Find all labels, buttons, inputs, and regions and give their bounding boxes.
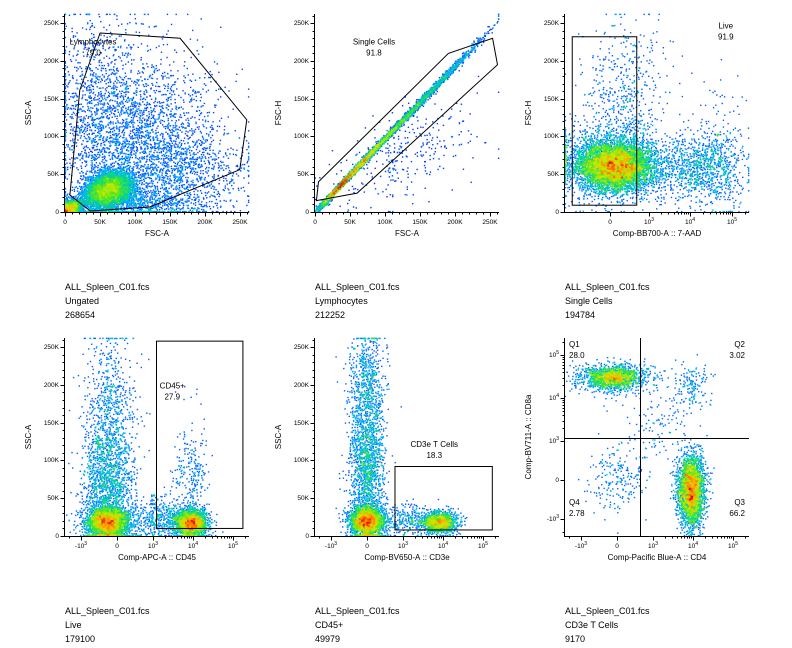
- caption-file: ALL_Spleen_C01.fcs: [565, 282, 650, 292]
- caption-file: ALL_Spleen_C01.fcs: [65, 606, 150, 616]
- density-plot-canvas-lymphocytes[interactable]: [265, 6, 515, 254]
- plot-cell-cd45: ALL_Spleen_C01.fcs CD45+ 49979: [265, 330, 515, 648]
- caption-population: CD45+: [315, 620, 344, 630]
- density-plot-canvas-live[interactable]: [15, 330, 265, 578]
- caption-count: 9170: [565, 634, 586, 644]
- density-plot-canvas-cd3e-t-cells[interactable]: [515, 330, 765, 578]
- caption-count: 268654: [65, 310, 96, 320]
- plot-cell-ungated: ALL_Spleen_C01.fcs Ungated 268654: [15, 6, 265, 328]
- plot-cell-single-cells: ALL_Spleen_C01.fcs Single Cells 194784: [515, 6, 765, 328]
- plot-cell-live: ALL_Spleen_C01.fcs Live 179100: [15, 330, 265, 648]
- caption-count: 212252: [315, 310, 346, 320]
- plot-caption-lymphocytes: ALL_Spleen_C01.fcs Lymphocytes 212252: [315, 280, 400, 322]
- density-plot-canvas-single-cells[interactable]: [515, 6, 765, 254]
- plot-caption-cd45: ALL_Spleen_C01.fcs CD45+ 49979: [315, 604, 400, 646]
- caption-count: 179100: [65, 634, 96, 644]
- caption-population: Ungated: [65, 296, 100, 306]
- density-plot-canvas-cd45[interactable]: [265, 330, 515, 578]
- plot-caption-cd3e-t-cells: ALL_Spleen_C01.fcs CD3e T Cells 9170: [565, 604, 650, 646]
- plot-cell-cd3e-t-cells: ALL_Spleen_C01.fcs CD3e T Cells 9170: [515, 330, 765, 648]
- caption-count: 49979: [315, 634, 341, 644]
- caption-count: 194784: [565, 310, 596, 320]
- plot-caption-single-cells: ALL_Spleen_C01.fcs Single Cells 194784: [565, 280, 650, 322]
- caption-file: ALL_Spleen_C01.fcs: [565, 606, 650, 616]
- density-plot-canvas-ungated[interactable]: [15, 6, 265, 254]
- plot-cell-lymphocytes: ALL_Spleen_C01.fcs Lymphocytes 212252: [265, 6, 515, 328]
- plot-caption-ungated: ALL_Spleen_C01.fcs Ungated 268654: [65, 280, 150, 322]
- caption-population: Lymphocytes: [315, 296, 368, 306]
- caption-file: ALL_Spleen_C01.fcs: [65, 282, 150, 292]
- caption-population: Live: [65, 620, 82, 630]
- plot-caption-live: ALL_Spleen_C01.fcs Live 179100: [65, 604, 150, 646]
- caption-population: Single Cells: [565, 296, 613, 306]
- caption-population: CD3e T Cells: [565, 620, 619, 630]
- caption-file: ALL_Spleen_C01.fcs: [315, 282, 400, 292]
- caption-file: ALL_Spleen_C01.fcs: [315, 606, 400, 616]
